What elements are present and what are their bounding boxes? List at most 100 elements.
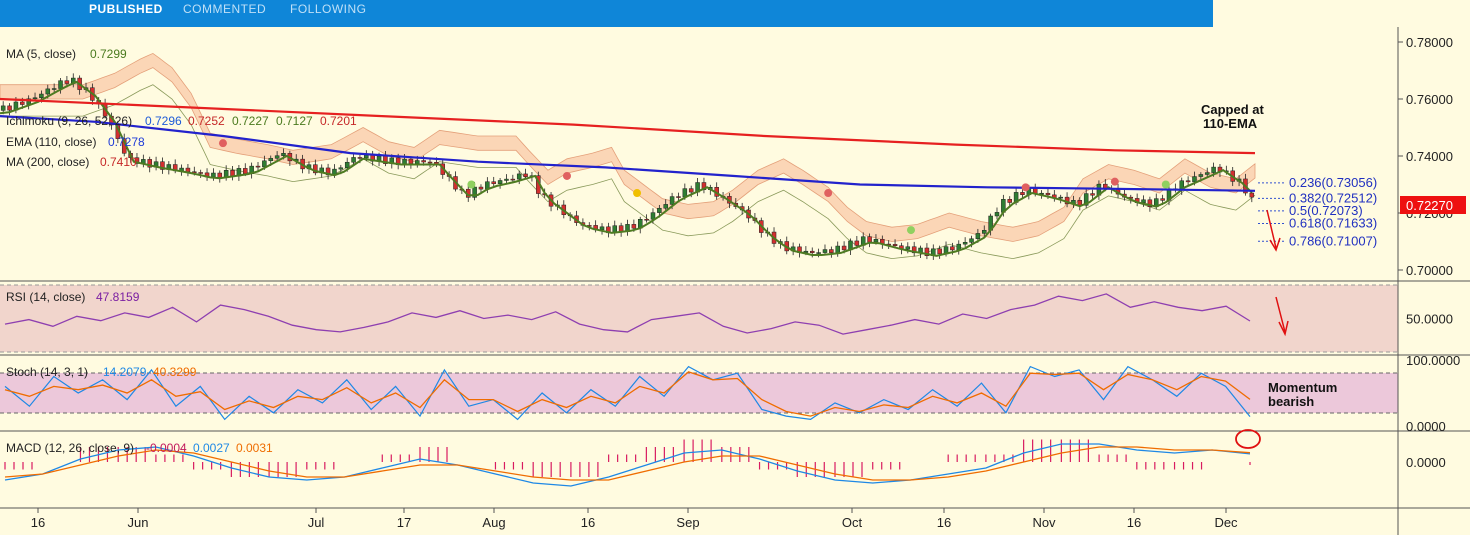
candle-down	[854, 240, 860, 246]
candle-down	[676, 196, 681, 198]
macd-line	[4, 443, 1251, 487]
legend-stoch-d: 40.3299	[153, 365, 197, 379]
price-tick-label: 0.70000	[1406, 263, 1453, 278]
tab-published[interactable]: PUBLISHED	[89, 2, 163, 16]
legend-ichimoku-v4: 0.7127	[276, 114, 313, 128]
candle-down	[325, 167, 331, 176]
candle-down	[1007, 199, 1012, 203]
bearish-arrow-rsi	[1275, 296, 1286, 333]
stoch-k-line	[4, 365, 1251, 421]
candle-up	[415, 160, 420, 164]
candle-up	[1141, 199, 1146, 203]
candle-down	[427, 161, 433, 164]
legend-ma5-value: 0.7299	[90, 47, 127, 61]
legend-macd: MACD (12, 26, close, 9)	[6, 441, 134, 455]
legend-macd-signal: 0.0031	[236, 441, 273, 455]
time-tick-label: 16	[937, 515, 951, 530]
ma5-line	[0, 80, 1253, 257]
legend-main: MA (5, close) 0.7299 Ichimoku (9, 26, 52…	[6, 47, 357, 455]
signal-dot	[1110, 177, 1119, 186]
top-tab-bar: PUBLISHED COMMENTED FOLLOWING	[0, 0, 1213, 27]
candle-down	[357, 157, 363, 159]
legend-rsi: RSI (14, close)	[6, 290, 85, 304]
legend-ema110-value: 0.7278	[108, 135, 145, 149]
legend-ma200-value: 0.7410	[100, 155, 137, 169]
signal-dot	[1021, 183, 1030, 192]
candle-up	[338, 167, 344, 170]
candle-down	[147, 159, 152, 168]
candle-up	[274, 155, 280, 159]
candle-up	[58, 80, 63, 89]
candle-up	[657, 207, 662, 213]
candle-up	[1198, 174, 1204, 177]
candle-down	[160, 161, 165, 170]
legend-ma200: MA (200, close)	[6, 155, 89, 169]
candle-up	[51, 88, 57, 90]
ma200-line	[0, 97, 1256, 155]
candle-up	[211, 172, 216, 178]
candle-up	[975, 233, 981, 240]
candle-down	[1160, 198, 1165, 201]
time-tick-label: Nov	[1032, 515, 1056, 530]
price-tick-label: 0.74000	[1406, 149, 1453, 164]
candle-up	[982, 230, 987, 234]
candle-down	[255, 165, 261, 168]
candle-down	[950, 246, 955, 251]
candle-down	[937, 248, 942, 255]
legend-ema110: EMA (110, close)	[6, 135, 96, 149]
candle-down	[1185, 180, 1191, 183]
bearish-arrow-price	[1266, 209, 1277, 249]
candle-down	[1045, 192, 1051, 196]
stoch-pane	[4, 365, 1251, 421]
rsi-line	[4, 293, 1251, 335]
main-pane: 0.236(0.73056)0.382(0.72512)0.5(0.72073)…	[0, 52, 1377, 260]
candle-up	[39, 93, 44, 98]
candle-up	[816, 252, 821, 254]
candle-down	[924, 247, 930, 256]
price-tick-label: 0.76000	[1406, 92, 1453, 107]
candle-down	[185, 167, 191, 172]
candle-up	[962, 242, 968, 245]
tab-commented[interactable]: COMMENTED	[183, 2, 267, 16]
time-tick-label: Jun	[128, 515, 149, 530]
candle-down	[1249, 192, 1255, 198]
candle-up	[45, 88, 51, 95]
candle-down	[313, 164, 318, 174]
current-price-value: 0.72270	[1406, 198, 1453, 213]
candle-down	[230, 170, 235, 177]
ichimoku-cloud	[0, 52, 1256, 242]
ichimoku-lower-span	[0, 84, 1256, 260]
candle-down	[841, 245, 847, 251]
candle-down	[7, 105, 12, 111]
macd-signal-line	[4, 446, 1251, 481]
signal-dot	[218, 139, 227, 148]
candle-down	[491, 181, 496, 184]
stoch-d-line	[4, 371, 1251, 417]
candle-up	[803, 250, 809, 253]
candle-down	[892, 244, 898, 246]
time-tick-label: 17	[397, 515, 411, 530]
tab-following[interactable]: FOLLOWING	[290, 2, 367, 16]
candle-up	[472, 186, 477, 198]
legend-rsi-value: 47.8159	[96, 290, 140, 304]
candle-down	[134, 157, 140, 164]
capped-annotation-line2: 110-EMA	[1203, 116, 1258, 131]
macd-pane	[4, 439, 1251, 487]
time-tick-label: Oct	[842, 515, 863, 530]
signal-dot	[562, 171, 571, 180]
stoch-tick-label: 100.0000	[1406, 353, 1460, 368]
candle-up	[994, 212, 1000, 217]
candle-up	[905, 246, 911, 250]
candle-up	[1211, 166, 1216, 173]
candle-up	[835, 245, 840, 253]
candle-down	[1090, 193, 1095, 196]
candle-up	[344, 161, 350, 168]
candle-down	[408, 158, 414, 164]
candle-down	[631, 224, 637, 229]
candle-down	[809, 250, 815, 253]
rsi-tick-label: 50.0000	[1406, 312, 1453, 327]
candle-down	[911, 246, 917, 254]
fib-label: 0.786(0.71007)	[1289, 233, 1377, 248]
fib-label: 0.618(0.71633)	[1289, 215, 1377, 230]
